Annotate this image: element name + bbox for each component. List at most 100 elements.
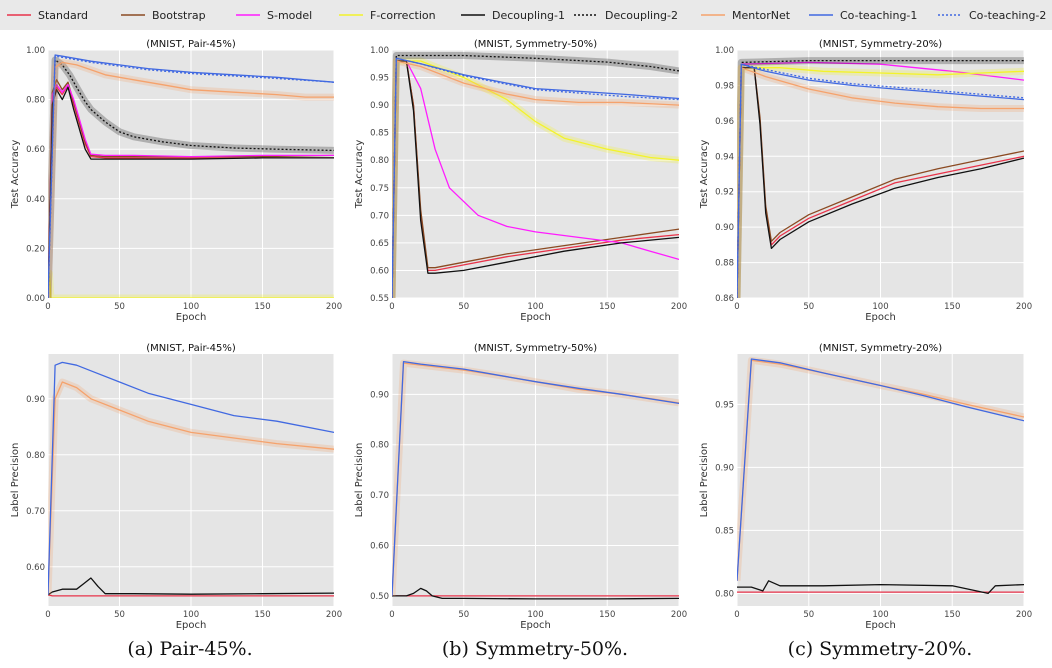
- y-tick-label: 0.20: [26, 244, 45, 254]
- x-tick-label: 200: [1016, 610, 1032, 620]
- legend-label: Decoupling-1: [492, 8, 566, 22]
- x-tick-label: 0: [734, 302, 739, 312]
- series-line: [48, 54, 334, 298]
- x-tick-label: 0: [389, 302, 394, 312]
- y-tick-label: 0.98: [715, 81, 734, 91]
- series-line: [48, 577, 334, 596]
- y-tick-label: 1.00: [370, 46, 389, 56]
- y-tick-label: 0.90: [715, 223, 734, 233]
- x-tick-label: 50: [114, 302, 125, 312]
- chart-title: (MNIST, Symmetry-20%): [819, 343, 942, 354]
- y-tick-label: 0.88: [715, 259, 734, 269]
- legend-swatch: [938, 14, 962, 16]
- chart-title: (MNIST, Pair-45%): [146, 39, 236, 50]
- y-tick-label: 0.94: [715, 152, 734, 162]
- series-line: [737, 63, 1024, 298]
- chart-panel: 0 50 100 150 200 0.55 0.60 0.65 0.70 0.75 0.80 0.85…: [354, 39, 687, 323]
- y-tick-label: 0.70: [370, 491, 389, 501]
- caption-a: (a) Pair-45%.: [127, 638, 253, 660]
- series-line: [48, 61, 334, 298]
- series-line: [48, 84, 334, 298]
- series-line: [48, 381, 334, 595]
- x-tick-label: 50: [114, 610, 125, 620]
- x-tick-label: 150: [599, 302, 615, 312]
- legend-swatch: [701, 14, 725, 16]
- legend-item: S-model: [235, 7, 312, 23]
- y-axis-label: Label Precision: [699, 443, 710, 518]
- chart-panel: 0 50 100 150 200 0.00 0.20 0.40 0.60 0.80 1.00 (MNI…: [10, 39, 342, 323]
- series-group: [48, 54, 334, 298]
- y-tick-label: 0.80: [370, 156, 389, 166]
- series-group: [392, 359, 679, 600]
- x-tick-label: 100: [872, 302, 888, 312]
- x-axis-label: Epoch: [520, 312, 551, 323]
- series-line: [48, 361, 334, 595]
- series-line: [392, 60, 679, 298]
- legend-swatch: [236, 14, 260, 16]
- legend: Standard Bootstrap S-model F-correction Deco…: [0, 0, 1052, 30]
- y-tick-label: 0.65: [370, 239, 389, 249]
- y-tick-label: 0.60: [370, 542, 389, 552]
- x-tick-label: 100: [527, 302, 543, 312]
- x-tick-label: 100: [527, 610, 543, 620]
- series-band: [48, 56, 334, 298]
- x-tick-label: 200: [671, 302, 687, 312]
- series-line: [737, 580, 1024, 595]
- x-tick-label: 100: [183, 610, 199, 620]
- series-line: [48, 84, 334, 298]
- legend-item: Co-teaching-2: [937, 7, 1046, 23]
- series-line: [392, 60, 679, 298]
- x-tick-label: 0: [389, 610, 394, 620]
- legend-label: Decoupling-2: [605, 8, 679, 22]
- x-tick-label: 50: [803, 610, 814, 620]
- chart-title: (MNIST, Symmetry-50%): [474, 343, 597, 354]
- y-tick-label: 0.96: [715, 117, 734, 127]
- y-tick-label: 0.60: [370, 266, 389, 276]
- series-group: [737, 57, 1024, 298]
- chart-title: (MNIST, Pair-45%): [146, 343, 236, 354]
- legend-item: Bootstrap: [120, 7, 206, 23]
- y-tick-label: 0.90: [370, 101, 389, 111]
- y-tick-label: 0.80: [26, 451, 45, 461]
- y-tick-label: 0.85: [370, 129, 389, 139]
- series-line: [392, 57, 679, 298]
- series-line: [392, 54, 679, 298]
- chart-panel: 0 50 100 150 200 0.50 0.60 0.70 0.80 0.90 (MNIST, …: [354, 343, 687, 631]
- y-tick-label: 0.00: [26, 294, 45, 304]
- legend-label: F-correction: [370, 8, 436, 22]
- y-tick-label: 0.40: [26, 195, 45, 205]
- legend-label: Co-teaching-1: [840, 8, 918, 22]
- y-tick-label: 0.75: [370, 184, 389, 194]
- series-line: [737, 63, 1024, 298]
- y-tick-label: 0.90: [715, 463, 734, 473]
- series-group: [392, 52, 679, 298]
- legend-swatch: [339, 14, 363, 16]
- legend-item: F-correction: [338, 7, 436, 23]
- series-line: [392, 360, 679, 596]
- x-tick-label: 0: [45, 610, 50, 620]
- y-tick-label: 0.95: [370, 74, 389, 84]
- x-tick-label: 150: [599, 610, 615, 620]
- y-axis-label: Test Accuracy: [354, 140, 365, 210]
- chart-panel: 0 50 100 150 200 0.86 0.88 0.90 0.92 0.94 0.96 0.98…: [699, 39, 1032, 323]
- x-axis-label: Epoch: [176, 312, 207, 323]
- y-tick-label: 0.60: [26, 145, 45, 155]
- legend-label: Bootstrap: [152, 8, 206, 22]
- legend-label: MentorNet: [732, 8, 791, 22]
- series-line: [48, 594, 334, 597]
- legend-swatch: [574, 14, 598, 16]
- y-tick-label: 0.95: [715, 400, 734, 410]
- y-tick-label: 0.60: [26, 563, 45, 573]
- x-tick-label: 50: [458, 610, 469, 620]
- x-tick-label: 0: [45, 302, 50, 312]
- y-tick-label: 0.70: [370, 211, 389, 221]
- y-tick-label: 0.80: [715, 589, 734, 599]
- x-axis-label: Epoch: [176, 620, 207, 631]
- y-tick-label: 0.90: [26, 395, 45, 405]
- y-tick-label: 0.92: [715, 188, 734, 198]
- legend-swatch: [461, 14, 485, 16]
- series-group: [48, 361, 334, 597]
- legend-item: Co-teaching-1: [808, 7, 917, 23]
- legend-item: Decoupling-1: [460, 7, 565, 23]
